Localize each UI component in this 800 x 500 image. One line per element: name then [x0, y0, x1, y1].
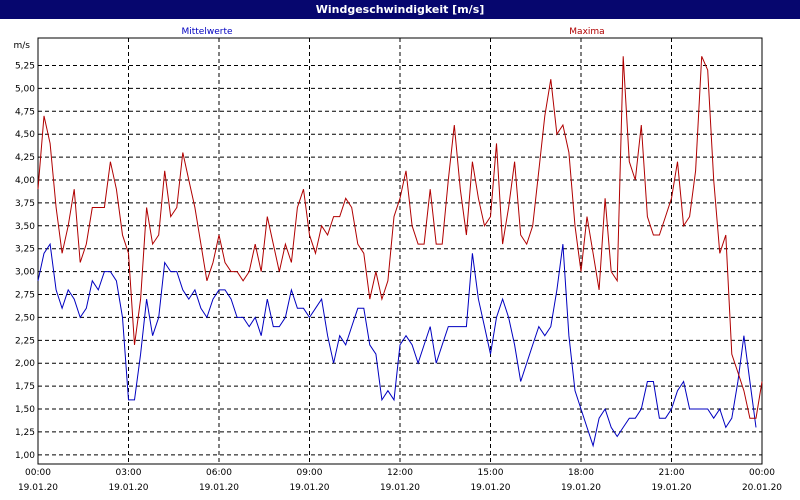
legend-maxima: Maxima [569, 27, 604, 37]
series-line-maxima [37, 56, 763, 419]
y-tick-label: 2,50 [15, 313, 35, 323]
y-tick-label: 4,75 [15, 107, 35, 117]
x-tick-date: 19.01.20 [651, 483, 691, 493]
y-tick-label: 2,00 [15, 359, 35, 369]
y-tick-label: 4,25 [15, 153, 35, 163]
x-tick-time: 18:00 [568, 468, 594, 478]
x-tick-date: 19.01.20 [470, 483, 510, 493]
x-tick-time: 21:00 [659, 468, 685, 478]
x-tick-date: 19.01.20 [18, 483, 58, 493]
x-tick-date: 20.01.20 [742, 483, 782, 493]
x-tick-date: 19.01.20 [380, 483, 420, 493]
y-tick-label: 1,25 [15, 428, 35, 438]
x-tick-time: 15:00 [478, 468, 504, 478]
legend-mittelwerte: Mittelwerte [181, 27, 232, 37]
plot-area [37, 56, 763, 448]
x-tick-time: 03:00 [116, 468, 142, 478]
y-axis-ticks: 1,00 1,25 1,50 1,75 2,00 2,25 2,50 2,75 3,00 3,25… [15, 61, 35, 460]
y-tick-label: 1,00 [15, 451, 35, 461]
y-axis-unit-label: m/s [14, 41, 31, 51]
x-tick-date: 19.01.20 [108, 483, 148, 493]
y-tick-label: 5,25 [15, 61, 35, 71]
y-tick-label: 4,00 [15, 176, 35, 186]
y-tick-label: 4,50 [15, 130, 35, 140]
y-tick-label: 3,75 [15, 199, 35, 209]
y-tick-label: 3,25 [15, 245, 35, 255]
x-axis-ticks: 00:00 19.01.20 03:00 19.01.20 06:00 19.01.20 0… [18, 468, 782, 493]
x-tick-time: 06:00 [206, 468, 232, 478]
chart-title: Windgeschwindigkeit [m/s] [0, 0, 800, 19]
x-tick-time: 12:00 [387, 468, 413, 478]
x-tick-time: 09:00 [297, 468, 323, 478]
y-tick-label: 1,75 [15, 382, 35, 392]
x-tick-date: 19.01.20 [199, 483, 239, 493]
wind-speed-chart: 1,00 1,25 1,50 1,75 2,00 2,25 2,50 2,75 3,00 3,25… [14, 27, 783, 493]
y-tick-label: 2,25 [15, 336, 35, 346]
series-line-mittelwerte [37, 242, 757, 448]
x-tick-date: 19.01.20 [289, 483, 329, 493]
y-tick-label: 1,50 [15, 405, 35, 415]
x-tick-time: 00:00 [25, 468, 51, 478]
y-tick-label: 3,00 [15, 268, 35, 278]
y-tick-label: 5,00 [15, 84, 35, 94]
x-tick-date: 19.01.20 [561, 483, 601, 493]
y-tick-label: 2,75 [15, 291, 35, 301]
grid-lines [37, 37, 763, 465]
x-tick-time: 00:00 [749, 468, 775, 478]
y-tick-label: 3,50 [15, 222, 35, 232]
